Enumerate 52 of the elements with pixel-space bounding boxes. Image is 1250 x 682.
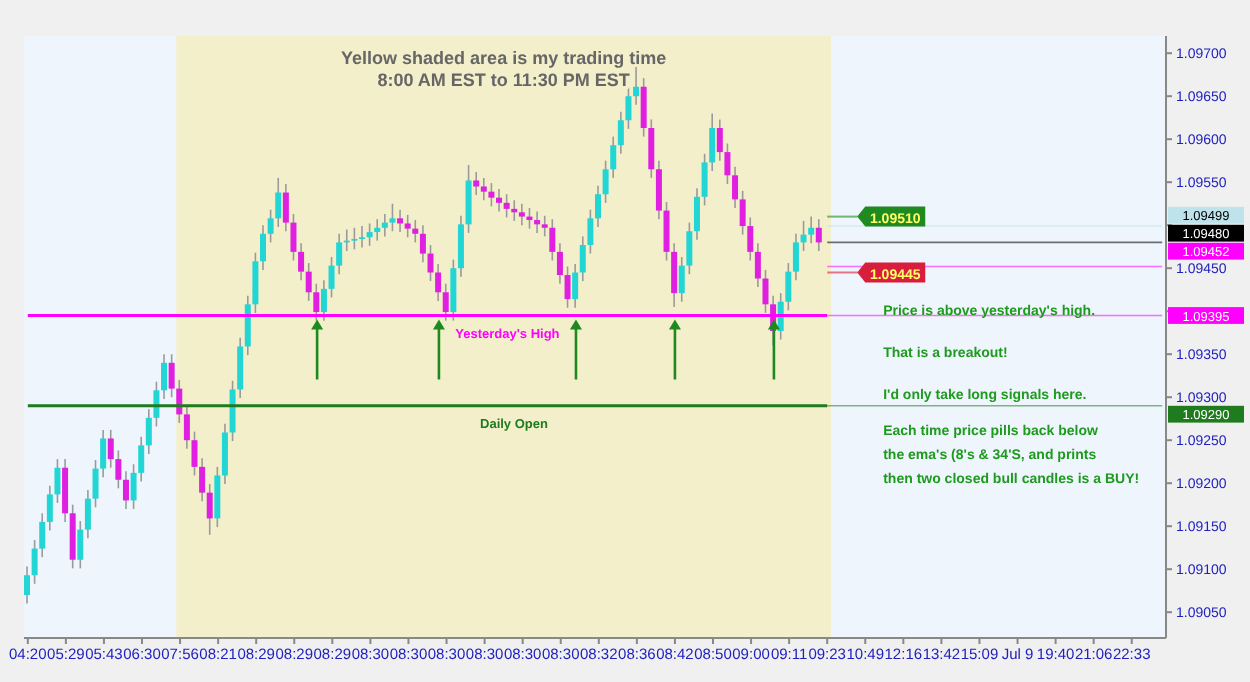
candlestick — [199, 457, 206, 503]
candlestick — [221, 423, 228, 485]
candlestick — [366, 222, 373, 247]
candlestick — [305, 262, 312, 302]
candlestick — [84, 489, 91, 540]
candlestick — [450, 258, 457, 322]
candlestick — [358, 225, 365, 249]
candlestick — [404, 214, 411, 239]
candlestick — [556, 242, 563, 285]
candlestick — [564, 265, 571, 309]
candlestick — [792, 233, 799, 282]
candlestick — [503, 193, 510, 219]
candlestick — [808, 215, 815, 245]
candlestick — [457, 214, 464, 278]
candlestick — [389, 202, 396, 233]
candlestick — [24, 565, 30, 605]
candlestick — [815, 218, 822, 252]
candlestick — [260, 224, 267, 271]
candlestick — [518, 202, 525, 226]
candlestick — [320, 279, 327, 322]
candlestick — [800, 220, 807, 252]
annotation: 8:00 AM EST to 11:30 PM EST — [377, 70, 631, 90]
candlestick — [419, 224, 426, 263]
candlestick — [298, 242, 305, 282]
candlestick — [465, 164, 472, 234]
candlestick — [397, 208, 404, 233]
candlestick — [206, 483, 213, 536]
candlestick — [655, 159, 662, 220]
candlestick — [572, 263, 579, 309]
candlestick — [473, 171, 480, 196]
candlestick — [693, 187, 700, 241]
candlestick — [488, 182, 495, 208]
candlestick — [496, 188, 503, 213]
candlestick — [633, 65, 640, 106]
candlestick — [77, 520, 84, 570]
candlestick — [732, 165, 739, 209]
candlestick — [214, 466, 221, 528]
candlestick — [412, 219, 419, 244]
candlestick — [275, 177, 282, 228]
candlestick — [374, 218, 381, 242]
annotation: Yellow shaded area is my trading time — [341, 48, 667, 68]
candlestick — [595, 184, 601, 228]
candlestick — [69, 503, 76, 570]
candlestick — [161, 353, 168, 400]
candlestick — [122, 470, 129, 510]
candlestick — [480, 177, 487, 202]
candlestick — [62, 458, 69, 523]
candlestick — [381, 213, 388, 238]
candlestick — [534, 210, 541, 234]
candlestick — [549, 218, 556, 262]
candlestick — [442, 282, 449, 322]
candlestick — [351, 226, 358, 251]
